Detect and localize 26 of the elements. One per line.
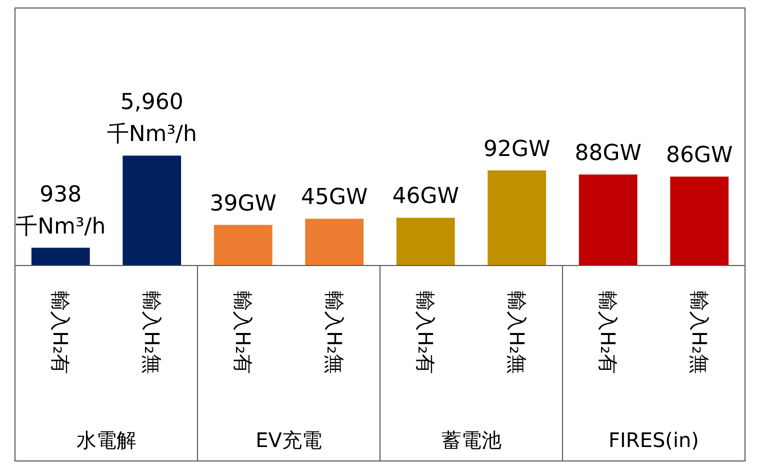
bar (670, 176, 729, 265)
x-tick-label: 輸入H₂無 (140, 291, 164, 374)
bar (578, 174, 638, 265)
x-tick-label: 輸入H₂有 (414, 291, 438, 374)
data-label: 45GW (300, 185, 368, 210)
text: 水電解 (76, 428, 136, 452)
x-tick-label: 輸入H₂無 (322, 291, 346, 374)
bar (396, 218, 455, 265)
bar (214, 224, 272, 265)
text: EV充電 (256, 428, 322, 452)
data-label: 5,960 千Nm³/h (106, 90, 197, 148)
x-tick-label: 輸入H₂有 (48, 291, 73, 374)
text: 蓄電池 (441, 428, 502, 452)
x-tick-label: 輸入H₂無 (687, 291, 712, 374)
x-tick-label: 輸入H₂無 (504, 291, 529, 374)
x-tick-label: 輸入H₂有 (596, 291, 620, 374)
x-tick-label: 輸入H₂有 (231, 291, 256, 374)
data-label: 46GW (392, 184, 460, 210)
bar (305, 218, 364, 265)
data-label: 88GW (574, 141, 642, 166)
data-label: 938 千Nm³/h (16, 182, 106, 240)
data-label: 86GW (666, 143, 734, 168)
bar (488, 170, 546, 265)
data-label: 92GW (483, 136, 551, 162)
data-label: 39GW (210, 191, 277, 216)
text: FIRES(in) (608, 428, 699, 452)
